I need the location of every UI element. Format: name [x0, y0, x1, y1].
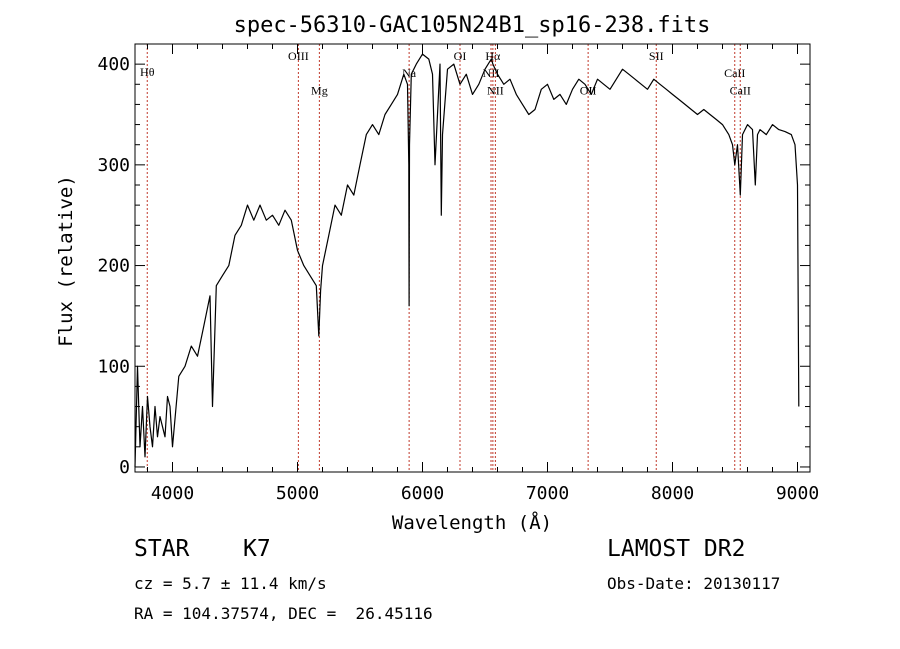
chart-title: spec-56310-GAC105N24B1_sp16-238.fits	[234, 13, 711, 38]
y-tick-label-4: 400	[97, 54, 130, 75]
y-axis-label: Flux (relative)	[55, 175, 77, 347]
redshift-cz: cz = 5.7 ± 11.4 km/s	[134, 574, 327, 593]
x-tick-label-4: 8000	[651, 483, 694, 504]
line-label-2: Mg	[311, 83, 328, 97]
series-layer	[134, 53, 800, 468]
y-tick-label-2: 200	[97, 256, 130, 277]
line-label-6: Hα	[485, 49, 501, 63]
x-tick-label-3: 7000	[526, 483, 569, 504]
x-tick-label-0: 4000	[151, 483, 194, 504]
line-label-9: SII	[649, 49, 664, 63]
survey-name: LAMOST DR2	[607, 536, 746, 562]
y-tick-label-1: 100	[97, 356, 130, 377]
x-tick-label-1: 5000	[276, 483, 319, 504]
plot-frame	[134, 43, 811, 473]
object-type: STAR	[134, 536, 190, 562]
line-label-7: NII	[487, 83, 504, 97]
ra-dec: RA = 104.37574, DEC = 26.45116	[134, 604, 433, 623]
line-label-0: Hθ	[140, 65, 155, 79]
line-label-1: OIII	[288, 49, 309, 63]
axis-layer: 4000 5000 6000 7000 8000 9000 0 100 200 300 400	[97, 43, 819, 504]
x-tick-label-5: 9000	[776, 483, 819, 504]
line-label-4: OI	[454, 49, 467, 63]
line-label-10: CaII	[724, 66, 745, 80]
x-axis-label: Wavelength (Å)	[392, 511, 552, 534]
spectrum-line	[134, 53, 800, 468]
observation-date: Obs-Date: 20130117	[607, 574, 781, 593]
y-tick-label-3: 300	[97, 155, 130, 176]
x-tick-label-2: 6000	[401, 483, 444, 504]
y-tick-label-0: 0	[119, 457, 130, 478]
line-label-11: CaII	[730, 83, 751, 97]
object-subclass: K7	[243, 536, 271, 562]
